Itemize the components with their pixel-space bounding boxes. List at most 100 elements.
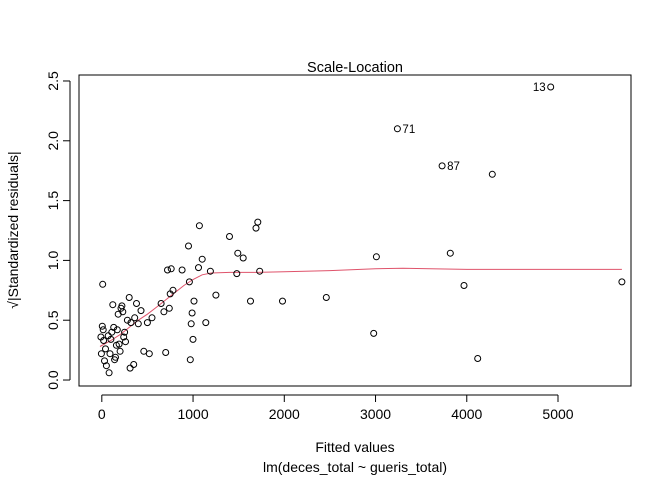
- x-tick-label: 3000: [360, 406, 391, 422]
- data-point: [460, 282, 468, 289]
- data-point: [134, 320, 142, 328]
- plot-frame: [78, 74, 632, 387]
- y-tick-label: 0.5: [45, 310, 61, 330]
- data-point: [372, 253, 380, 261]
- x-tick-label: 4000: [451, 406, 482, 422]
- data-point: [247, 297, 254, 305]
- data-point: [190, 297, 198, 305]
- data-point: [120, 333, 128, 341]
- data-point: [122, 338, 129, 346]
- data-point: [252, 224, 260, 232]
- data-point: [113, 326, 121, 334]
- data-point: [127, 319, 135, 327]
- y-axis-label: √|Standardized residuals|: [5, 151, 21, 308]
- data-point: [137, 307, 145, 315]
- data-point: [167, 265, 175, 273]
- data-point: [186, 356, 194, 364]
- outlier-label: 87: [447, 161, 460, 173]
- data-point: [202, 319, 210, 327]
- outlier-label: 13: [533, 82, 546, 94]
- outlier-label: 71: [402, 124, 415, 136]
- data-point: [123, 316, 131, 324]
- data-point: [101, 357, 108, 365]
- data-points: [97, 83, 626, 377]
- y-tick-label: 2.5: [45, 71, 61, 91]
- data-point: [185, 242, 192, 250]
- data-point: [370, 329, 378, 337]
- data-point: [185, 278, 193, 286]
- data-point: [446, 249, 454, 257]
- y-axis: 0.0 0.5 1.0 1.5 2.0 2.5: [45, 71, 71, 390]
- point-labels: 13 71 87: [402, 82, 545, 173]
- data-point: [112, 353, 119, 361]
- data-point: [102, 362, 110, 370]
- data-point: [110, 323, 118, 331]
- data-point: [97, 350, 105, 358]
- smooth-line: [99, 267, 622, 347]
- data-point: [233, 270, 241, 278]
- data-point: [148, 314, 156, 322]
- data-point: [126, 364, 134, 372]
- data-point: [119, 308, 127, 316]
- data-point: [393, 125, 401, 133]
- data-point: [130, 361, 138, 368]
- data-point: [164, 266, 171, 274]
- data-point: [106, 350, 114, 358]
- data-point: [99, 280, 107, 288]
- data-point: [618, 278, 626, 286]
- data-point: [99, 326, 107, 334]
- data-point: [109, 301, 117, 309]
- data-point: [279, 297, 286, 305]
- y-tick-label: 1.0: [45, 250, 61, 270]
- data-point: [102, 345, 109, 353]
- y-tick-label: 2.0: [45, 131, 61, 151]
- data-point: [189, 335, 197, 343]
- data-point: [125, 294, 133, 301]
- data-point: [187, 320, 195, 328]
- data-point: [474, 355, 482, 362]
- data-point: [178, 266, 186, 274]
- data-point: [212, 291, 220, 299]
- x-tick-label: 5000: [542, 406, 573, 422]
- data-point: [115, 340, 123, 348]
- data-point: [488, 170, 496, 178]
- data-point: [98, 322, 106, 330]
- x-tick-label: 2000: [269, 406, 300, 422]
- data-point: [160, 308, 168, 316]
- data-point: [254, 218, 262, 226]
- data-point: [116, 347, 124, 355]
- data-point: [105, 369, 113, 377]
- data-point: [547, 83, 555, 91]
- x-tick-label: 1000: [177, 406, 208, 422]
- data-point: [143, 319, 151, 327]
- x-tick-label: 0: [98, 406, 106, 422]
- data-point: [198, 255, 206, 263]
- data-point: [195, 222, 203, 230]
- y-tick-label: 0.0: [45, 370, 61, 390]
- data-point: [188, 309, 196, 317]
- chart-title: Scale-Location: [307, 60, 403, 76]
- data-point: [145, 350, 153, 358]
- data-point: [234, 249, 242, 257]
- data-point: [239, 254, 247, 262]
- data-point: [162, 349, 170, 356]
- data-point: [226, 233, 233, 240]
- data-point: [438, 162, 446, 170]
- data-point: [131, 314, 139, 322]
- data-point: [206, 267, 214, 275]
- data-point: [157, 300, 165, 307]
- data-point: [195, 264, 202, 272]
- y-tick-label: 1.5: [45, 191, 61, 211]
- x-axis-sublabel: lm(deces_total ~ gueris_total): [263, 459, 447, 475]
- data-point: [165, 304, 173, 312]
- data-point: [169, 286, 177, 294]
- data-point: [100, 337, 108, 344]
- x-axis: 0 1000 2000 3000 4000 5000: [98, 394, 574, 422]
- data-point: [322, 294, 330, 301]
- x-axis-label: Fitted values: [315, 439, 394, 455]
- data-point: [107, 335, 115, 343]
- data-point: [256, 267, 264, 275]
- data-point: [133, 300, 140, 307]
- data-point: [121, 328, 129, 336]
